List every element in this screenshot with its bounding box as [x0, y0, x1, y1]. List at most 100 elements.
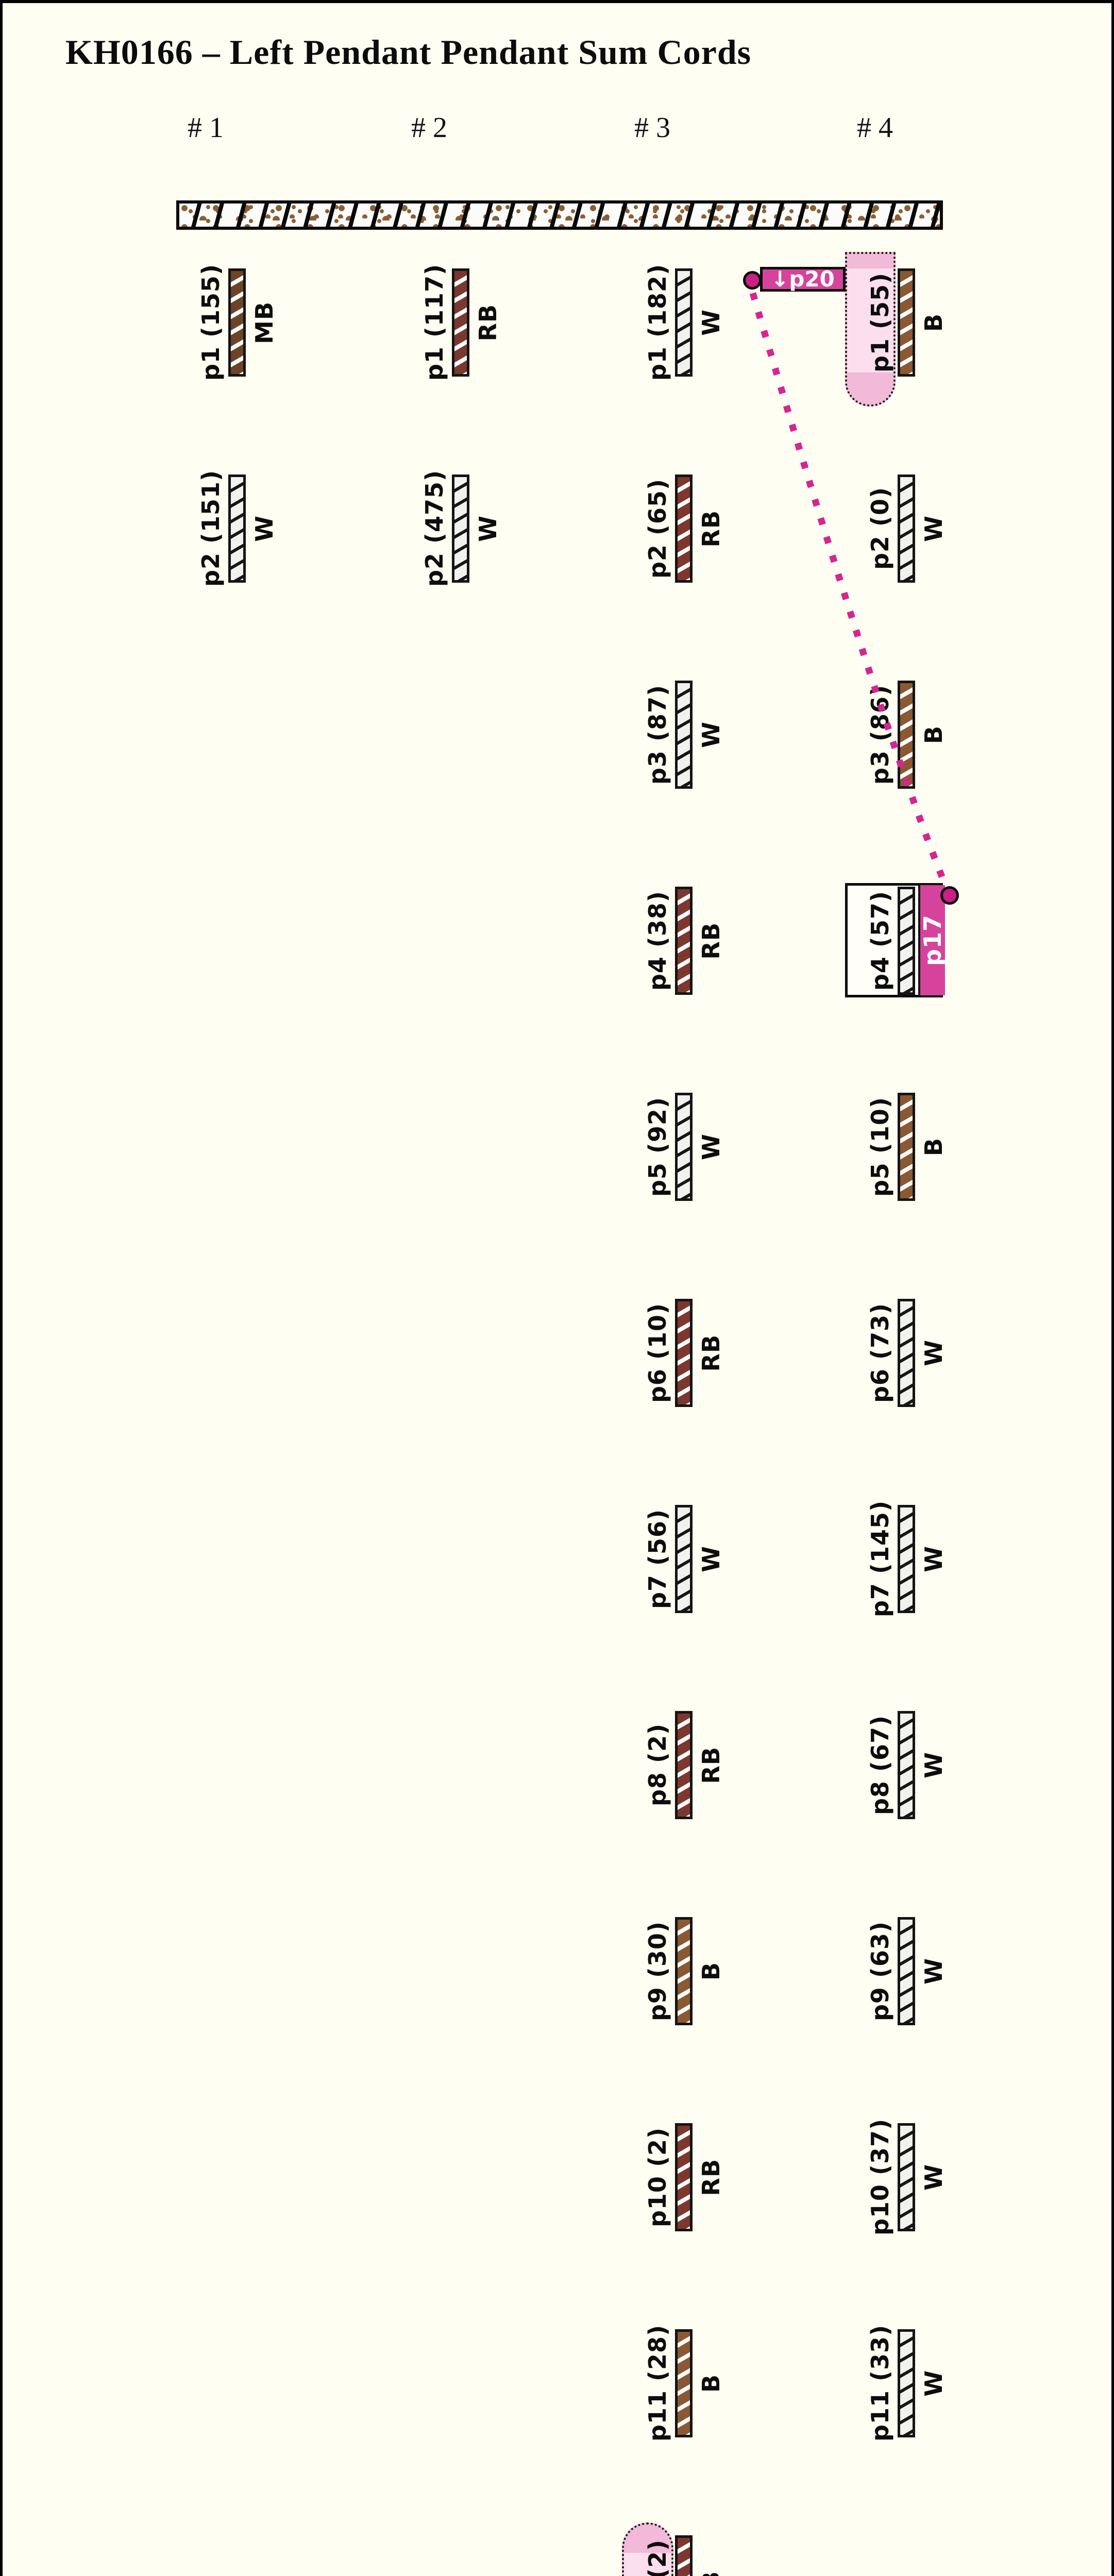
pendant-label: p10 (37)	[866, 2119, 894, 2236]
pendant-color-code-box: W	[250, 474, 278, 583]
pendant-color-code-box: W	[920, 1505, 948, 1613]
pendant-label: p11 (28)	[644, 2325, 671, 2442]
pendant-label-box: p5 (10)	[866, 1093, 894, 1201]
pendant-label: p1 (182)	[644, 264, 671, 381]
pendant-color-code: W	[920, 2370, 948, 2397]
column-header: # 2	[411, 112, 447, 144]
pendant-label-box: p9 (30)	[644, 1917, 671, 2025]
pendant-color-code: W	[920, 515, 948, 542]
pendant-bar	[675, 2535, 693, 2576]
pendant-bar	[898, 268, 915, 377]
highlight-pill	[622, 2522, 673, 2576]
pendant-color-code: W	[920, 1546, 948, 1572]
pendant-label: p12 (2)	[644, 2539, 671, 2576]
pendant-label: p10 (2)	[644, 2127, 671, 2227]
pendant-label: p8 (2)	[644, 1723, 671, 1807]
pendant-bar	[675, 1917, 693, 2025]
pendant-label: p2 (0)	[866, 487, 894, 570]
pendant-label-box: p2 (475)	[420, 470, 448, 587]
pendant-label: p2 (151)	[197, 470, 225, 587]
pendant-bar	[228, 268, 246, 377]
pendant-bar	[898, 1299, 915, 1407]
pendant-color-code-box: W	[474, 474, 502, 583]
pendant-label: p4 (38)	[644, 890, 671, 991]
pendant-label-box: p7 (56)	[644, 1505, 671, 1613]
pendant-label-box: p3 (87)	[644, 681, 671, 789]
pendant-label-box: p11 (28)	[644, 2325, 671, 2442]
pendant-label-box: p2 (151)	[197, 470, 225, 587]
pendant-color-code: B	[697, 1961, 725, 1981]
pendant-color-code: W	[697, 1546, 725, 1572]
pendant-label: p3 (86)	[866, 684, 894, 785]
pendant-label-box: p1 (182)	[644, 264, 671, 381]
pendant-label-box: p1 (155)	[197, 264, 225, 381]
pendant-color-code-box: W	[697, 268, 725, 377]
pendant-label-box: p11 (33)	[866, 2325, 894, 2442]
pendant-label: p7 (56)	[644, 1509, 671, 1609]
highlight-pill-inner	[624, 2553, 671, 2576]
primary-cord-bar	[176, 200, 943, 230]
pendant-color-code-box: W	[920, 2123, 948, 2231]
pendant-color-code-box: B	[697, 2329, 725, 2437]
pendant-label: p6 (10)	[644, 1302, 671, 1403]
pendant-label-box: p5 (92)	[644, 1093, 671, 1201]
pendant-color-code: W	[697, 309, 725, 336]
pendant-color-code-box: RB	[474, 268, 502, 377]
pendant-label: p4 (57)	[866, 890, 894, 991]
pendant-bar	[898, 887, 915, 995]
pendant-color-code-box: W	[697, 1093, 725, 1201]
pendant-label-box: p4 (57)	[866, 887, 894, 995]
p20-marker: ↓p20	[760, 267, 846, 292]
pendant-label: p9 (63)	[866, 1921, 894, 2021]
pendant-label-box: p10 (37)	[866, 2119, 894, 2235]
column-header: # 3	[634, 112, 670, 144]
page-title: KH0166 – Left Pendant Pendant Sum Cords	[65, 32, 752, 72]
pendant-color-code-box: RB	[697, 2535, 725, 2576]
pendant-bar	[898, 1917, 915, 2025]
pendant-bar	[675, 268, 693, 377]
pendant-color-code: B	[697, 2374, 725, 2393]
pendant-bar	[898, 681, 915, 789]
pendant-label: p1 (55)	[866, 272, 894, 372]
pendant-bar	[675, 1299, 693, 1407]
pendant-color-code: RB	[697, 2158, 725, 2196]
pendant-label: p1 (117)	[420, 264, 448, 381]
pendant-label-box: p8 (2)	[644, 1711, 671, 1819]
pendant-bar	[898, 2123, 915, 2231]
pendant-color-code-box: RB	[697, 2123, 725, 2231]
pendant-label-box: p9 (63)	[866, 1917, 894, 2025]
pendant-label-box: p8 (67)	[866, 1711, 894, 1819]
pendant-label-box: p2 (65)	[644, 474, 671, 583]
pendant-color-code: RB	[697, 922, 725, 960]
sum-band: p17	[918, 885, 947, 995]
pendant-label: p8 (67)	[866, 1715, 894, 1815]
column-header: # 4	[857, 112, 893, 144]
pendant-color-code: W	[697, 1133, 725, 1160]
pendant-color-code-box: RB	[697, 1711, 725, 1819]
pendant-label-box: p12 (2)	[644, 2535, 671, 2576]
pendant-color-code-box: RB	[697, 887, 725, 995]
pendant-label: p7 (145)	[866, 1500, 894, 1618]
pendant-color-code-box: W	[920, 1711, 948, 1819]
pendant-color-code: W	[920, 1340, 948, 1366]
pendant-color-code-box: B	[697, 1917, 725, 2025]
pendant-label-box: p2 (0)	[866, 474, 894, 583]
pendant-color-code-box: W	[697, 681, 725, 789]
pendant-color-code: RB	[697, 2571, 725, 2576]
pendant-color-code: W	[474, 515, 502, 542]
pendant-color-code: RB	[697, 1334, 725, 1372]
pendant-color-code-box: RB	[697, 1299, 725, 1407]
pendant-label: p3 (87)	[644, 684, 671, 785]
pendant-color-code: W	[920, 2164, 948, 2191]
pendant-bar	[675, 2123, 693, 2231]
pendant-bar	[898, 2329, 915, 2437]
pendant-color-code: W	[920, 1752, 948, 1778]
pendant-color-code: W	[697, 721, 725, 748]
pendant-bar	[452, 268, 469, 377]
pendant-label-box: p4 (38)	[644, 887, 671, 995]
pendant-color-code: B	[920, 313, 948, 332]
pendant-color-code: RB	[697, 510, 725, 548]
p20-connector-dot	[743, 271, 762, 290]
pendant-label: p2 (475)	[420, 470, 448, 587]
